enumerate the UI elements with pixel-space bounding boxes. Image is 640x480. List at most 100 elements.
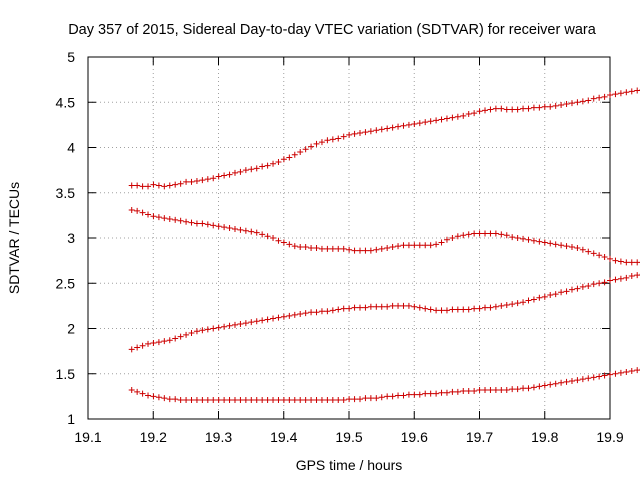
data-point xyxy=(357,396,364,403)
data-point xyxy=(416,304,423,311)
data-point xyxy=(357,247,364,254)
data-point xyxy=(612,276,619,283)
data-point xyxy=(280,156,287,163)
data-point xyxy=(536,294,543,301)
data-point xyxy=(471,110,478,117)
data-point xyxy=(530,237,537,244)
data-point xyxy=(215,396,222,403)
y-tick-label: 3.5 xyxy=(56,185,76,201)
data-point xyxy=(574,285,581,292)
data-point xyxy=(155,214,162,221)
data-point xyxy=(128,182,135,189)
data-point xyxy=(492,387,499,394)
data-point xyxy=(520,299,527,306)
data-point xyxy=(291,311,298,318)
data-point xyxy=(395,392,402,399)
data-point xyxy=(259,231,266,238)
data-point xyxy=(438,239,445,246)
data-point xyxy=(612,370,619,377)
data-point xyxy=(139,342,146,349)
data-point xyxy=(291,396,298,403)
data-point xyxy=(183,178,190,185)
data-point xyxy=(161,215,168,222)
data-point xyxy=(237,320,244,327)
data-point xyxy=(520,105,527,112)
data-point xyxy=(221,396,228,403)
data-point xyxy=(340,305,347,312)
data-point xyxy=(443,236,450,243)
data-point xyxy=(362,395,369,402)
data-point xyxy=(384,244,391,251)
data-point xyxy=(313,244,320,251)
data-point xyxy=(465,387,472,394)
data-point xyxy=(221,224,228,231)
data-point xyxy=(503,106,510,113)
data-point xyxy=(172,181,179,188)
data-point xyxy=(275,158,282,165)
x-tick-label: 19.5 xyxy=(335,429,362,445)
data-point xyxy=(335,306,342,313)
data-point xyxy=(547,240,554,247)
data-point xyxy=(226,171,233,178)
data-point xyxy=(411,242,418,249)
data-point xyxy=(530,384,537,391)
data-point xyxy=(460,232,467,239)
data-point xyxy=(492,230,499,237)
data-point xyxy=(204,176,211,183)
data-point xyxy=(487,106,494,113)
data-point xyxy=(362,129,369,136)
data-point xyxy=(210,175,217,182)
data-point xyxy=(514,106,521,113)
data-point xyxy=(166,215,173,222)
data-point xyxy=(487,230,494,237)
data-point xyxy=(400,242,407,249)
data-point xyxy=(563,288,570,295)
data-point xyxy=(351,304,358,311)
data-point xyxy=(139,183,146,190)
data-point xyxy=(509,386,516,393)
x-tick-label: 19.9 xyxy=(596,429,623,445)
data-point xyxy=(416,242,423,249)
data-point xyxy=(395,302,402,309)
data-point xyxy=(530,296,537,303)
data-point xyxy=(226,225,233,232)
y-tick-label: 2.5 xyxy=(56,275,76,291)
data-point xyxy=(318,245,325,252)
series-satellite-track-2 xyxy=(128,206,640,266)
data-point xyxy=(308,309,315,316)
data-point xyxy=(498,387,505,394)
chart-title: Day 357 of 2015, Sidereal Day-to-day VTE… xyxy=(68,22,597,38)
data-point xyxy=(552,241,559,248)
data-point xyxy=(155,339,162,346)
data-point xyxy=(487,387,494,394)
data-point xyxy=(253,318,260,325)
data-point xyxy=(482,107,489,114)
data-point xyxy=(596,252,603,259)
data-point xyxy=(400,302,407,309)
data-point xyxy=(210,396,217,403)
data-point xyxy=(183,396,190,403)
data-point xyxy=(454,388,461,395)
data-point xyxy=(443,307,450,314)
data-point xyxy=(400,122,407,129)
data-point xyxy=(188,178,195,185)
data-point xyxy=(411,120,418,127)
data-point xyxy=(318,308,325,315)
data-point xyxy=(405,242,412,249)
data-point xyxy=(199,220,206,227)
data-point xyxy=(433,390,440,397)
data-point xyxy=(155,394,162,401)
data-series xyxy=(128,87,640,403)
data-point xyxy=(193,220,200,227)
data-point xyxy=(384,393,391,400)
data-point xyxy=(134,344,141,351)
data-point xyxy=(324,308,331,315)
data-point xyxy=(449,114,456,121)
data-point xyxy=(145,183,152,190)
data-point xyxy=(177,333,184,340)
data-point xyxy=(617,90,624,97)
data-point xyxy=(411,391,418,398)
data-point xyxy=(596,94,603,101)
